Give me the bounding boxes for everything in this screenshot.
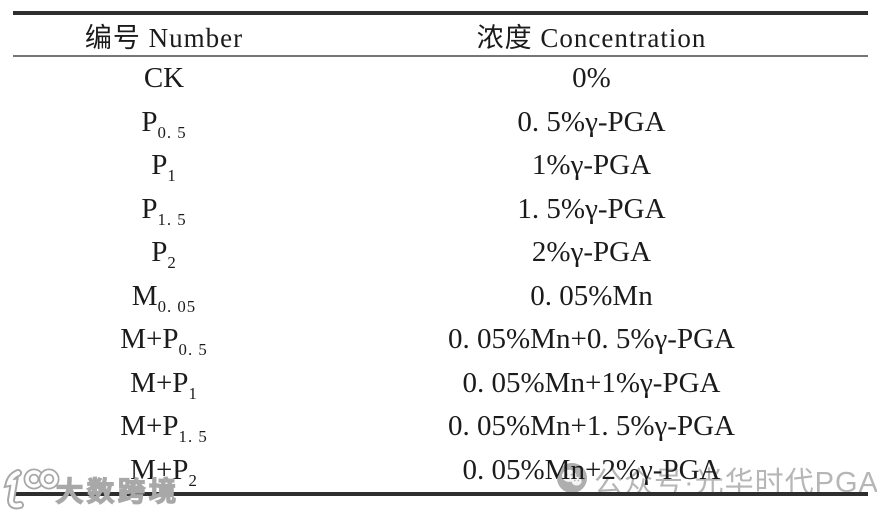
table-bottom-rule bbox=[13, 492, 868, 496]
table-header-row: 编号 Number 浓度 Concentration bbox=[13, 15, 868, 55]
number-cell: P2 bbox=[151, 236, 177, 273]
number-cell: P0. 5 bbox=[141, 105, 187, 142]
number-cell: CK bbox=[143, 62, 185, 95]
treatment-table: 编号 Number 浓度 Concentration CK 0% P0. 5 0. 5… bbox=[13, 11, 868, 496]
watermark-site-text: 大数跨境 bbox=[55, 476, 180, 507]
concentration-cell: 0% bbox=[572, 62, 611, 95]
table-row: CK 0% bbox=[13, 57, 868, 101]
wechat-icon bbox=[557, 462, 587, 498]
number-cell: M+P0. 5 bbox=[120, 323, 208, 360]
table-top-rule bbox=[13, 11, 868, 15]
concentration-cell: 0. 05%Mn bbox=[530, 279, 653, 312]
table-row: P2 2%γ-PGA bbox=[13, 231, 868, 275]
concentration-cell: 1. 5%γ-PGA bbox=[517, 192, 666, 225]
concentration-cell: 0. 05%Mn+1. 5%γ-PGA bbox=[448, 410, 735, 443]
concentration-cell: 2%γ-PGA bbox=[531, 236, 652, 269]
table-row: M+P0. 5 0. 05%Mn+0. 5%γ-PGA bbox=[13, 318, 868, 362]
concentration-cell: 0. 05%Mn+0. 5%γ-PGA bbox=[448, 323, 735, 356]
table-header-rule bbox=[13, 55, 868, 57]
table-row: M0. 05 0. 05%Mn bbox=[13, 275, 868, 319]
number-cell: M+P1. 5 bbox=[120, 410, 208, 447]
dashu-logo-icon bbox=[2, 464, 60, 512]
table-row: M+P1. 5 0. 05%Mn+1. 5%γ-PGA bbox=[13, 405, 868, 449]
number-cell: M0. 05 bbox=[131, 279, 197, 316]
concentration-cell: 0. 05%Mn+1%γ-PGA bbox=[462, 366, 721, 399]
table-row: P0. 5 0. 5%γ-PGA bbox=[13, 101, 868, 145]
column-header-number: 编号 Number bbox=[84, 22, 244, 53]
number-cell: M+P2 bbox=[130, 453, 198, 490]
concentration-cell: 1%γ-PGA bbox=[531, 149, 652, 182]
number-cell: M+P1 bbox=[130, 366, 198, 403]
column-header-concentration: 浓度 Concentration bbox=[476, 22, 707, 53]
table-row: P1 1%γ-PGA bbox=[13, 144, 868, 188]
watermark-site: 大数跨境 bbox=[2, 464, 180, 512]
table-row: M+P2 0. 05%Mn+2%γ-PGA bbox=[13, 449, 868, 493]
number-cell: P1. 5 bbox=[141, 192, 187, 229]
concentration-cell: 0. 5%γ-PGA bbox=[517, 105, 666, 138]
concentration-cell: 0. 05%Mn+2%γ-PGA bbox=[462, 453, 721, 486]
number-cell: P1 bbox=[151, 149, 177, 186]
table-body: CK 0% P0. 5 0. 5%γ-PGA P1 1%γ-PGA P1. 5 1. 5%γ-… bbox=[13, 57, 868, 492]
table-row: P1. 5 1. 5%γ-PGA bbox=[13, 188, 868, 232]
table-row: M+P1 0. 05%Mn+1%γ-PGA bbox=[13, 362, 868, 406]
